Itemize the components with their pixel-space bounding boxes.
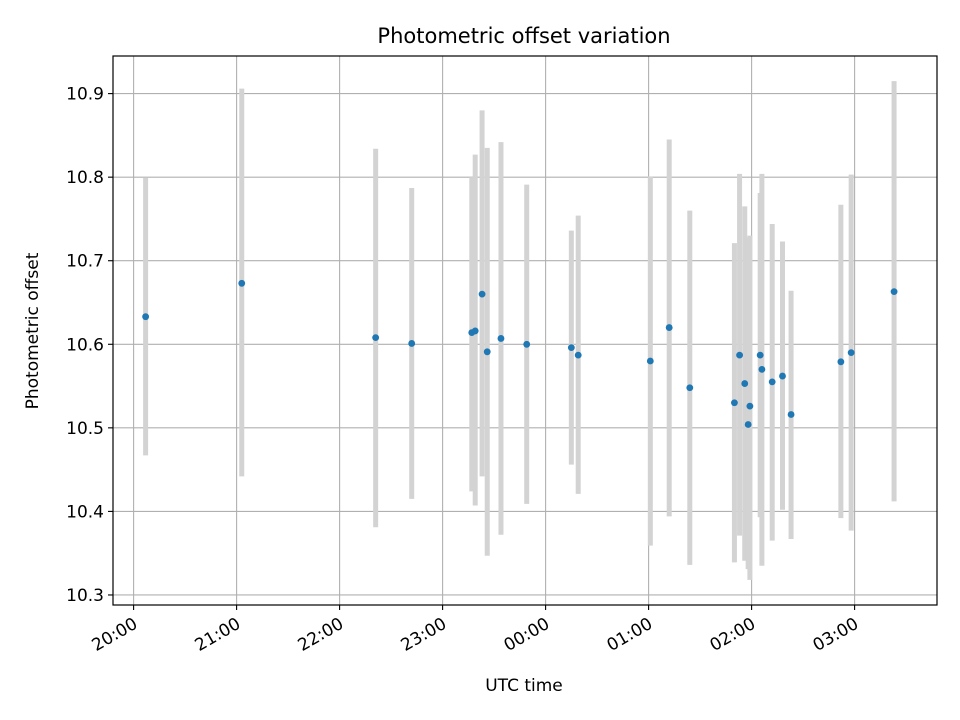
data-point	[523, 340, 531, 348]
data-point	[471, 327, 479, 335]
data-point	[142, 313, 150, 321]
data-point	[483, 348, 491, 356]
data-point	[787, 411, 795, 418]
plot-frame	[112, 55, 938, 606]
data-point	[646, 357, 654, 365]
data-points	[142, 279, 898, 428]
data-point	[736, 351, 743, 359]
y-axis-label: Photometric offset	[23, 252, 43, 409]
data-point	[731, 399, 738, 407]
y-tick-label: 10.6	[66, 335, 104, 355]
data-point	[408, 340, 416, 347]
data-point	[478, 290, 486, 298]
data-point	[744, 421, 752, 428]
data-point	[746, 402, 754, 410]
chart-title: Photometric offset variation	[377, 24, 670, 48]
data-point	[756, 351, 764, 359]
y-tick-label: 10.4	[66, 502, 104, 522]
y-tick-label: 10.5	[66, 419, 104, 439]
data-point	[758, 365, 766, 373]
data-point	[665, 324, 673, 331]
y-tick-label: 10.9	[66, 85, 104, 105]
data-point	[768, 378, 776, 386]
y-tick-label: 10.7	[66, 252, 104, 272]
x-axis-label: UTC time	[485, 676, 563, 696]
y-tick-label: 10.8	[66, 168, 104, 188]
data-point	[372, 334, 380, 342]
data-point	[741, 380, 749, 387]
y-tick-label: 10.3	[66, 586, 104, 606]
data-point	[686, 384, 694, 392]
data-point	[837, 358, 845, 366]
data-point	[497, 335, 505, 342]
data-point	[238, 279, 246, 287]
data-point	[574, 351, 582, 359]
data-point	[779, 372, 786, 380]
data-point	[890, 288, 898, 296]
data-point	[847, 349, 855, 357]
data-point	[567, 344, 575, 352]
